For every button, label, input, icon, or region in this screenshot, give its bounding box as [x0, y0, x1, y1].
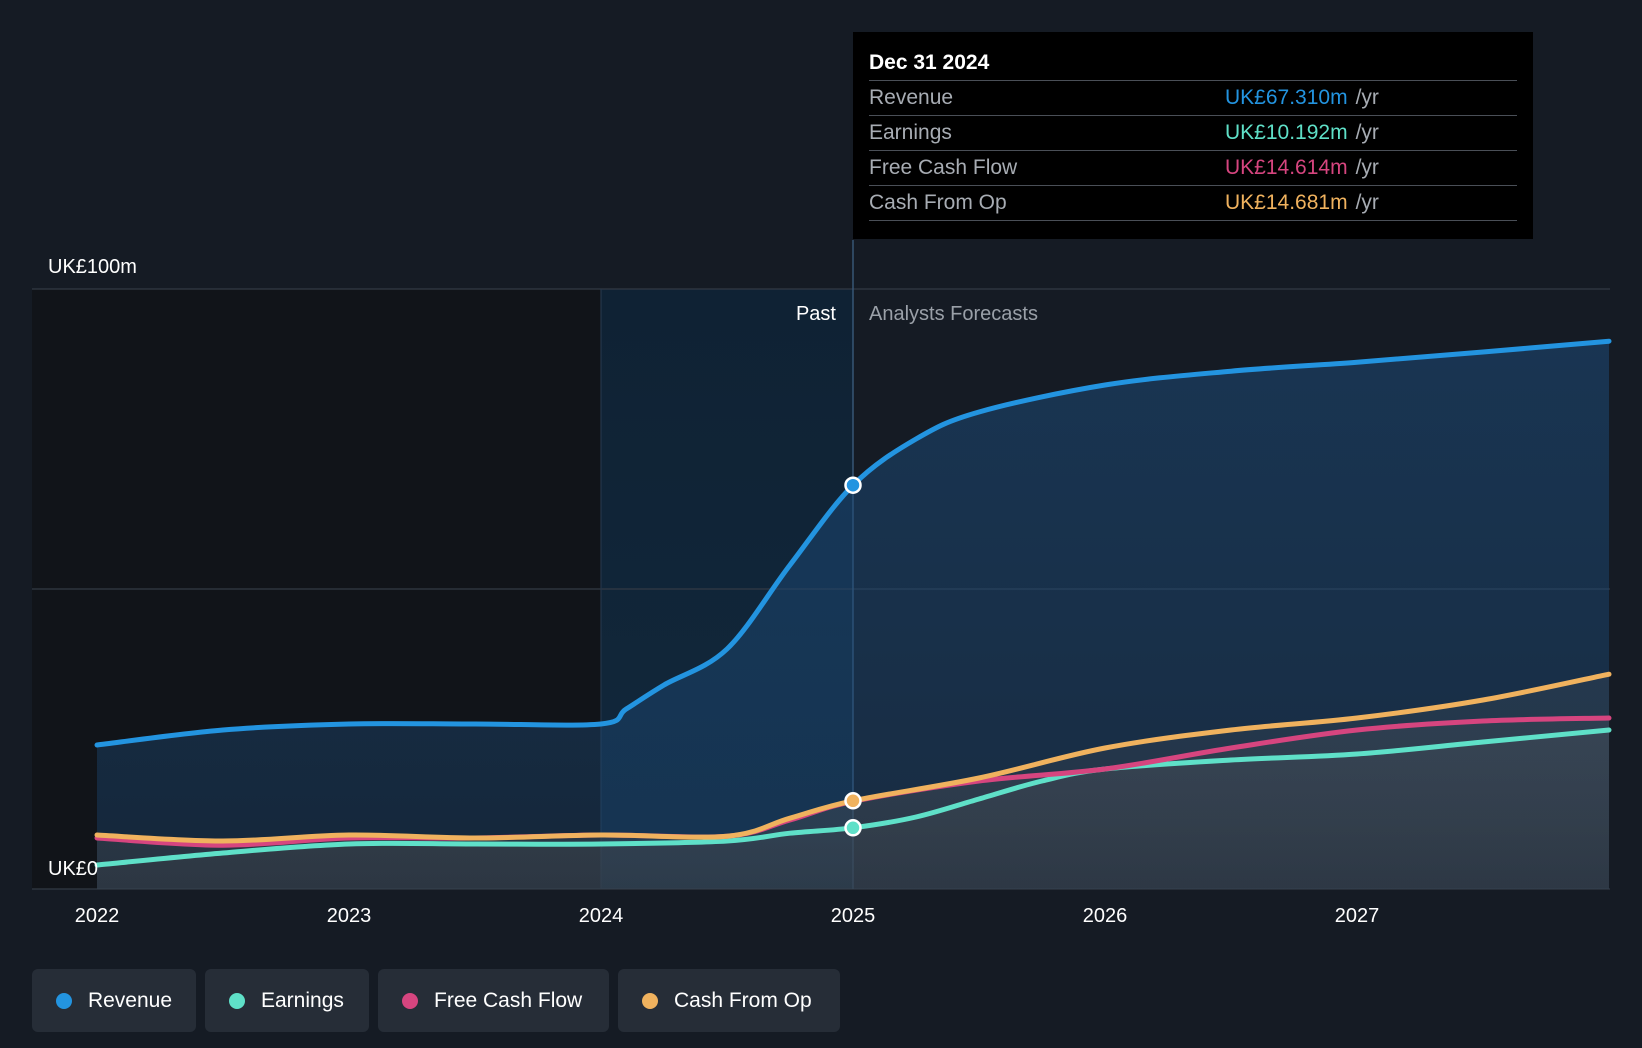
x-tick-label: 2027 — [1335, 905, 1380, 927]
legend-dot-icon — [402, 992, 418, 1009]
legend-item-earnings[interactable]: Earnings — [205, 969, 369, 1032]
legend-item-revenue[interactable]: Revenue — [32, 969, 196, 1032]
region-label-past: Past — [796, 303, 836, 325]
x-tick-label: 2022 — [75, 905, 120, 927]
legend-item-cash-from-op[interactable]: Cash From Op — [618, 969, 840, 1032]
cash-from-op-line — [94, 671, 1612, 844]
revenue-marker[interactable] — [844, 476, 862, 494]
y-tick-label: UK£100m — [48, 256, 137, 278]
tooltip-unit: /yr — [1355, 156, 1379, 179]
tooltip-value: UK£10.192m — [1225, 121, 1348, 144]
tooltip-value: UK£14.681m — [1225, 191, 1348, 214]
x-tick-label: 2026 — [1083, 905, 1128, 927]
legend-label: Free Cash Flow — [434, 988, 583, 1012]
legend-dot-icon — [56, 992, 72, 1009]
tooltip-date: Dec 31 2024 — [869, 46, 1517, 81]
tooltip-label: Earnings — [869, 121, 952, 144]
earnings-line — [94, 727, 1612, 868]
legend-label: Revenue — [87, 988, 172, 1012]
tooltip-label: Free Cash Flow — [869, 156, 1018, 179]
tooltip-row-free-cash-flow: Free Cash Flow UK£14.614m /yr — [869, 151, 1517, 186]
tooltip-row-cash-from-op: Cash From Op UK£14.681m /yr — [869, 186, 1517, 221]
cash-from-op-area — [97, 674, 1609, 889]
y-tick-label: UK£0 — [48, 858, 98, 880]
legend-label: Earnings — [261, 988, 344, 1012]
legend: Revenue Earnings Free Cash Flow Cash Fro… — [32, 969, 840, 1032]
x-tick-label: 2023 — [327, 905, 372, 927]
legend-item-free-cash-flow[interactable]: Free Cash Flow — [378, 969, 609, 1032]
tooltip-unit: /yr — [1355, 86, 1379, 109]
tooltip-value: UK£14.614m — [1225, 156, 1348, 179]
legend-label: Cash From Op — [674, 988, 812, 1012]
region-label-forecast: Analysts Forecasts — [869, 303, 1038, 325]
legend-dot-icon — [642, 992, 658, 1009]
legend-dot-icon — [229, 992, 245, 1009]
tooltip-value: UK£67.310m — [1225, 86, 1348, 109]
x-tick-label: 2025 — [831, 905, 876, 927]
tooltip-label: Cash From Op — [869, 191, 1007, 214]
tooltip-label: Revenue — [869, 86, 954, 109]
tooltip-unit: /yr — [1355, 191, 1379, 214]
earnings-marker[interactable] — [844, 819, 862, 837]
tooltip-row-earnings: Earnings UK£10.192m /yr — [869, 116, 1517, 151]
tooltip-unit: /yr — [1355, 121, 1379, 144]
tooltip-row-revenue: Revenue UK£67.310m /yr — [869, 81, 1517, 116]
x-tick-label: 2024 — [579, 905, 624, 927]
revenue-line — [94, 338, 1612, 748]
cash-from-op-marker[interactable] — [844, 792, 862, 810]
tooltip: Dec 31 2024 Revenue UK£67.310m /yr Earni… — [853, 32, 1533, 239]
